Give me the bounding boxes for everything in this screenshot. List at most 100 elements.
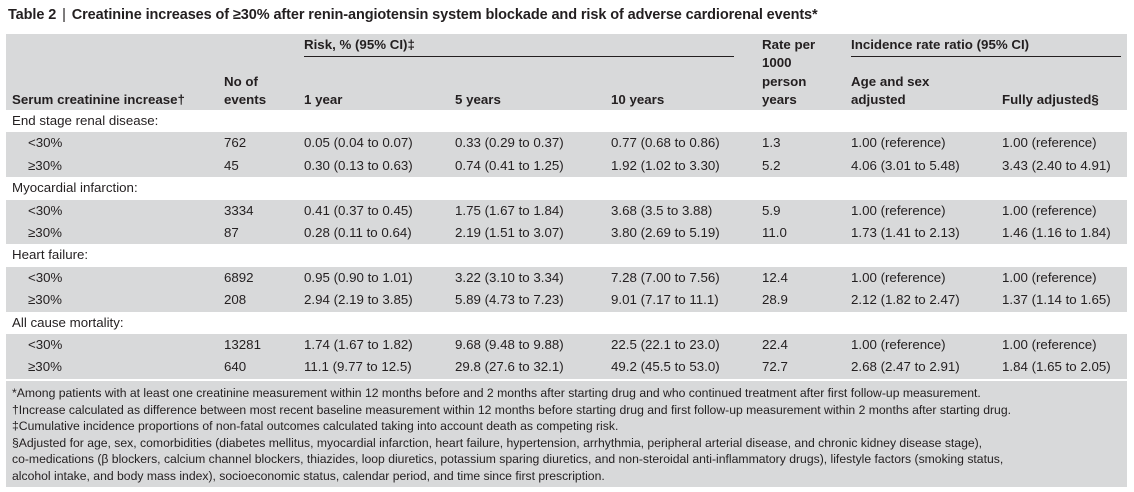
cell-fully-adjusted: 1.37 (1.14 to 1.65) bbox=[1002, 292, 1111, 308]
cell-fully-adjusted: 1.00 (reference) bbox=[1002, 202, 1097, 218]
cell-risk-10-years: 3.68 (3.5 to 3.88) bbox=[611, 202, 713, 218]
cell-risk-1-year: 2.94 (2.19 to 3.85) bbox=[304, 292, 413, 308]
header-fully-adjusted: Fully adjusted§ bbox=[1002, 92, 1099, 107]
header-risk: Risk, % (95% CI)‡ bbox=[304, 37, 415, 52]
cell-age-sex-adjusted: 1.00 (reference) bbox=[851, 336, 946, 352]
cell-group: ≥30% bbox=[28, 157, 62, 173]
table-row: ≥30% 640 11.1 (9.77 to 12.5) 29.8 (27.6 … bbox=[6, 356, 1127, 379]
cell-group: ≥30% bbox=[28, 359, 62, 375]
table-footnotes: *Among patients with at least one creati… bbox=[6, 381, 1127, 487]
cell-events: 87 bbox=[224, 224, 239, 240]
cell-rate: 28.9 bbox=[762, 292, 788, 308]
cell-rate: 72.7 bbox=[762, 359, 788, 375]
cell-fully-adjusted: 1.84 (1.65 to 2.05) bbox=[1002, 359, 1111, 375]
header-rate-line3: person bbox=[762, 74, 807, 89]
table-header: Serum creatinine increase† No of events … bbox=[6, 34, 1127, 110]
cell-risk-10-years: 22.5 (22.1 to 23.0) bbox=[611, 336, 720, 352]
section-row-all-cause-mortality: All cause mortality: bbox=[6, 312, 1127, 334]
header-age-sex-line2: adjusted bbox=[851, 92, 906, 107]
cell-group: ≥30% bbox=[28, 224, 62, 240]
cell-events: 762 bbox=[224, 135, 247, 151]
cell-fully-adjusted: 1.00 (reference) bbox=[1002, 336, 1097, 352]
header-events-line1: No of bbox=[224, 74, 258, 89]
table-title: Table 2 | Creatinine increases of ≥30% a… bbox=[8, 7, 1126, 31]
section-row-myocardial-infarction: Myocardial infarction: bbox=[6, 177, 1127, 199]
cell-risk-5-years: 29.8 (27.6 to 32.1) bbox=[455, 359, 564, 375]
header-age-sex-line1: Age and sex bbox=[851, 74, 930, 89]
cell-group: <30% bbox=[28, 202, 63, 218]
cell-events: 640 bbox=[224, 359, 247, 375]
header-rate-line1: Rate per bbox=[762, 37, 816, 52]
cell-risk-5-years: 1.75 (1.67 to 1.84) bbox=[455, 202, 564, 218]
cell-events: 6892 bbox=[224, 269, 254, 285]
table-row: ≥30% 208 2.94 (2.19 to 3.85) 5.89 (4.73 … bbox=[6, 289, 1127, 312]
cell-age-sex-adjusted: 1.00 (reference) bbox=[851, 135, 946, 151]
cell-fully-adjusted: 1.00 (reference) bbox=[1002, 135, 1097, 151]
section-row-heart-failure: Heart failure: bbox=[6, 244, 1127, 266]
footnote-asterisk: *Among patients with at least one creati… bbox=[12, 386, 981, 400]
footnote-section-sign-cont1: co-medications (β blockers, calcium chan… bbox=[12, 452, 1004, 467]
cell-group: <30% bbox=[28, 336, 63, 352]
table-number: Table 2 bbox=[8, 7, 57, 23]
table-row: ≥30% 87 0.28 (0.11 to 0.64) 2.19 (1.51 t… bbox=[6, 221, 1127, 245]
cell-risk-5-years: 0.74 (0.41 to 1.25) bbox=[455, 157, 564, 173]
section-label: All cause mortality: bbox=[12, 314, 124, 330]
footnote-double-dagger: ‡Cumulative incidence proportions of non… bbox=[12, 419, 619, 434]
title-separator: | bbox=[62, 7, 66, 23]
cell-risk-1-year: 0.30 (0.13 to 0.63) bbox=[304, 157, 413, 173]
header-1-year: 1 year bbox=[304, 92, 343, 107]
table-row: <30% 13281 1.74 (1.67 to 1.82) 9.68 (9.4… bbox=[6, 333, 1127, 357]
section-label: Heart failure: bbox=[12, 247, 89, 263]
cell-risk-5-years: 2.19 (1.51 to 3.07) bbox=[455, 224, 564, 240]
cell-risk-1-year: 11.1 (9.77 to 12.5) bbox=[304, 359, 412, 375]
header-5-years: 5 years bbox=[455, 92, 501, 107]
cell-risk-1-year: 1.74 (1.67 to 1.82) bbox=[304, 336, 413, 352]
cell-fully-adjusted: 1.46 (1.16 to 1.84) bbox=[1002, 224, 1111, 240]
cell-rate: 12.4 bbox=[762, 269, 788, 285]
cell-risk-1-year: 0.05 (0.04 to 0.07) bbox=[304, 135, 413, 151]
cell-risk-10-years: 0.77 (0.68 to 0.86) bbox=[611, 135, 720, 151]
table-row: <30% 3334 0.41 (0.37 to 0.45) 1.75 (1.67… bbox=[6, 199, 1127, 222]
cell-rate: 5.9 bbox=[762, 202, 781, 218]
cell-risk-1-year: 0.41 (0.37 to 0.45) bbox=[304, 202, 413, 218]
cell-events: 13281 bbox=[224, 336, 261, 352]
header-10-years: 10 years bbox=[611, 92, 665, 107]
table-row: ≥30% 45 0.30 (0.13 to 0.63) 0.74 (0.41 t… bbox=[6, 154, 1127, 178]
header-events-line2: events bbox=[224, 92, 267, 107]
cell-risk-10-years: 49.2 (45.5 to 53.0) bbox=[611, 359, 720, 375]
cell-rate: 1.3 bbox=[762, 135, 781, 151]
cell-events: 208 bbox=[224, 292, 247, 308]
cell-risk-10-years: 3.80 (2.69 to 5.19) bbox=[611, 224, 720, 240]
table-row: <30% 6892 0.95 (0.90 to 1.01) 3.22 (3.10… bbox=[6, 266, 1127, 290]
footnote-dagger: †Increase calculated as difference betwe… bbox=[12, 402, 1011, 417]
header-rate-line2: 1000 bbox=[762, 55, 792, 70]
cell-risk-5-years: 3.22 (3.10 to 3.34) bbox=[455, 269, 564, 285]
cell-group: <30% bbox=[28, 269, 63, 285]
cell-age-sex-adjusted: 2.12 (1.82 to 2.47) bbox=[851, 292, 960, 308]
cell-risk-10-years: 1.92 (1.02 to 3.30) bbox=[611, 157, 720, 173]
header-serum-creatinine: Serum creatinine increase† bbox=[12, 92, 185, 107]
cell-group: <30% bbox=[28, 135, 63, 151]
table-body: End stage renal disease: <30% 762 0.05 (… bbox=[6, 110, 1127, 379]
header-risk-rule bbox=[304, 56, 734, 57]
cell-age-sex-adjusted: 4.06 (3.01 to 5.48) bbox=[851, 157, 960, 173]
section-row-end-stage-renal-disease: End stage renal disease: bbox=[6, 110, 1127, 132]
cell-age-sex-adjusted: 1.00 (reference) bbox=[851, 202, 946, 218]
cell-group: ≥30% bbox=[28, 292, 62, 308]
cell-events: 45 bbox=[224, 157, 239, 173]
cell-rate: 5.2 bbox=[762, 157, 781, 173]
cell-risk-10-years: 7.28 (7.00 to 7.56) bbox=[611, 269, 720, 285]
table-title-text: Creatinine increases of ≥30% after renin… bbox=[71, 7, 818, 23]
cell-age-sex-adjusted: 1.00 (reference) bbox=[851, 269, 946, 285]
cell-risk-1-year: 0.95 (0.90 to 1.01) bbox=[304, 269, 413, 285]
header-irr-rule bbox=[851, 56, 1121, 57]
footnote-section-sign: §Adjusted for age, sex, comorbidities (d… bbox=[12, 435, 983, 450]
header-incidence-rate-ratio: Incidence rate ratio (95% CI) bbox=[851, 37, 1030, 52]
cell-risk-5-years: 5.89 (4.73 to 7.23) bbox=[455, 292, 564, 308]
header-rate-line4: years bbox=[762, 92, 797, 107]
cell-risk-5-years: 9.68 (9.48 to 9.88) bbox=[455, 336, 564, 352]
cell-rate: 11.0 bbox=[762, 224, 787, 240]
footnote-section-sign-cont2: alcohol intake, and body mass index), so… bbox=[12, 468, 605, 483]
cell-risk-10-years: 9.01 (7.17 to 11.1) bbox=[611, 292, 719, 308]
